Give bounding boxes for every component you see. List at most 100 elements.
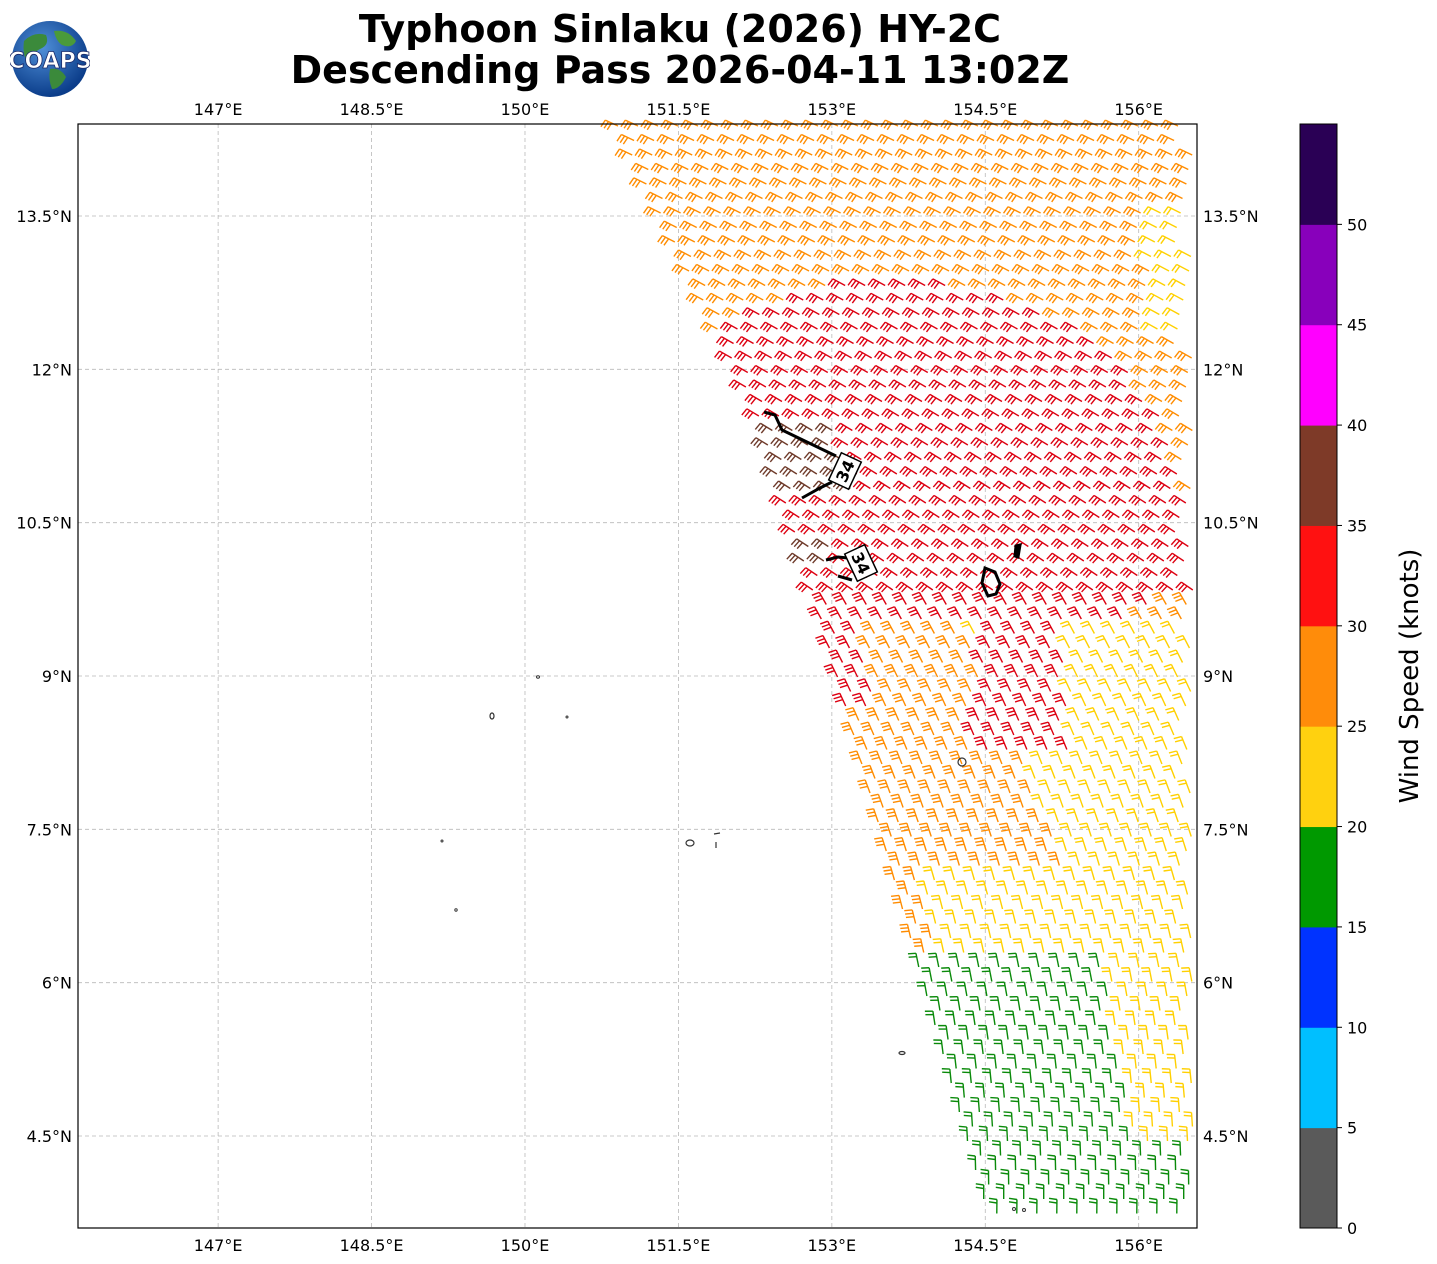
wind-barb — [990, 364, 1009, 376]
wind-barb — [905, 808, 919, 823]
wind-barb — [1022, 206, 1041, 217]
wind-barb — [1079, 923, 1092, 939]
wind-barb — [1045, 808, 1059, 823]
wind-barb — [1170, 364, 1189, 376]
wind-barb — [848, 649, 864, 663]
wind-barb — [1178, 822, 1192, 837]
wind-barb — [1106, 606, 1122, 620]
wind-barb — [760, 119, 779, 131]
wind-barb — [1150, 364, 1169, 376]
wind-barb — [807, 278, 826, 290]
wind-barb — [1030, 793, 1044, 808]
wind-barb — [950, 162, 969, 174]
wind-barb — [895, 336, 914, 347]
wind-barb — [1175, 1183, 1185, 1200]
wind-barb — [1139, 465, 1158, 477]
wind-barb — [1156, 981, 1168, 997]
wind-barb — [907, 278, 926, 290]
wind-barb — [1054, 350, 1073, 362]
wind-barb — [734, 350, 753, 362]
wind-barb — [983, 451, 1002, 463]
wind-barb — [1092, 480, 1111, 492]
wind-barb — [1170, 1096, 1181, 1113]
wind-barb — [865, 808, 879, 823]
wind-barb — [679, 220, 698, 232]
wind-barb — [877, 779, 891, 794]
wind-barb — [1134, 836, 1147, 852]
wind-barb — [676, 133, 695, 145]
wind-barb — [1060, 721, 1075, 736]
wind-barb — [1130, 894, 1144, 910]
wind-barb — [1164, 393, 1183, 405]
wind-barb — [939, 321, 958, 333]
wind-barb — [1136, 678, 1152, 692]
wind-barb — [660, 119, 679, 131]
wind-barb — [1014, 148, 1033, 160]
wind-barb — [844, 191, 863, 203]
wind-barb — [910, 538, 929, 550]
wind-barb — [771, 263, 790, 275]
wind-barb — [925, 707, 940, 721]
wind-barb — [1094, 422, 1113, 434]
wind-barb — [872, 480, 891, 492]
wind-barb — [1087, 851, 1101, 866]
wind-barb — [908, 177, 927, 188]
wind-barb — [1140, 119, 1159, 131]
wind-barb — [870, 364, 889, 376]
wind-barb — [1141, 967, 1153, 982]
colorbar-bin — [1300, 124, 1337, 225]
wind-barb — [1049, 995, 1061, 1011]
wind-barb — [965, 808, 979, 823]
wind-barb — [1168, 649, 1184, 663]
wind-barb — [1130, 162, 1149, 174]
wind-barb — [1154, 350, 1173, 362]
wind-barb — [1135, 1183, 1145, 1200]
wind-barb — [839, 220, 858, 232]
wind-barb — [947, 851, 961, 866]
wind-barb — [1034, 148, 1053, 160]
wind-barb — [994, 836, 1007, 852]
wind-barb — [922, 206, 941, 217]
wind-barb — [1110, 437, 1129, 448]
wind-barb — [1065, 707, 1080, 721]
wind-barb — [839, 620, 855, 634]
wind-barb — [1018, 1125, 1029, 1142]
wind-barb — [948, 177, 967, 188]
wind-barb — [795, 336, 814, 347]
lon-tick-label-top: 151.5°E — [646, 100, 710, 119]
wind-barb — [1133, 735, 1148, 750]
lon-tick-label-bottom: 151.5°E — [646, 1236, 710, 1255]
wind-barb — [840, 119, 859, 131]
wind-barb — [1082, 865, 1096, 881]
wind-barb — [765, 292, 784, 304]
wind-barb — [1155, 1183, 1165, 1200]
wind-barb — [804, 191, 823, 203]
wind-barb — [980, 721, 995, 736]
wind-barb — [1057, 523, 1076, 535]
wind-barb — [1036, 981, 1048, 997]
wind-barb — [879, 321, 898, 333]
lat-tick-label-right: 4.5°N — [1203, 1127, 1248, 1146]
wind-barb — [914, 350, 933, 362]
wind-barb — [1121, 307, 1140, 318]
wind-barb — [1115, 1183, 1125, 1200]
wind-barb — [1001, 967, 1013, 982]
wind-barb — [966, 552, 985, 564]
wind-barb — [1011, 1139, 1022, 1156]
wind-barb — [1176, 678, 1192, 692]
wind-barb — [1097, 523, 1116, 535]
wind-barb — [1128, 494, 1147, 506]
wind-barb — [792, 480, 811, 492]
wind-barb — [996, 981, 1008, 997]
wind-barb — [859, 465, 878, 477]
wind-barb — [1130, 437, 1149, 448]
wind-barb — [1096, 678, 1112, 692]
wind-barb — [1105, 292, 1124, 304]
wind-barb — [880, 119, 899, 131]
wind-barb — [1033, 735, 1048, 750]
wind-barb — [779, 220, 798, 232]
wind-barb — [873, 249, 892, 261]
wind-barb — [994, 422, 1013, 434]
wind-barb — [1155, 1082, 1165, 1098]
wind-barb — [1118, 1024, 1129, 1040]
